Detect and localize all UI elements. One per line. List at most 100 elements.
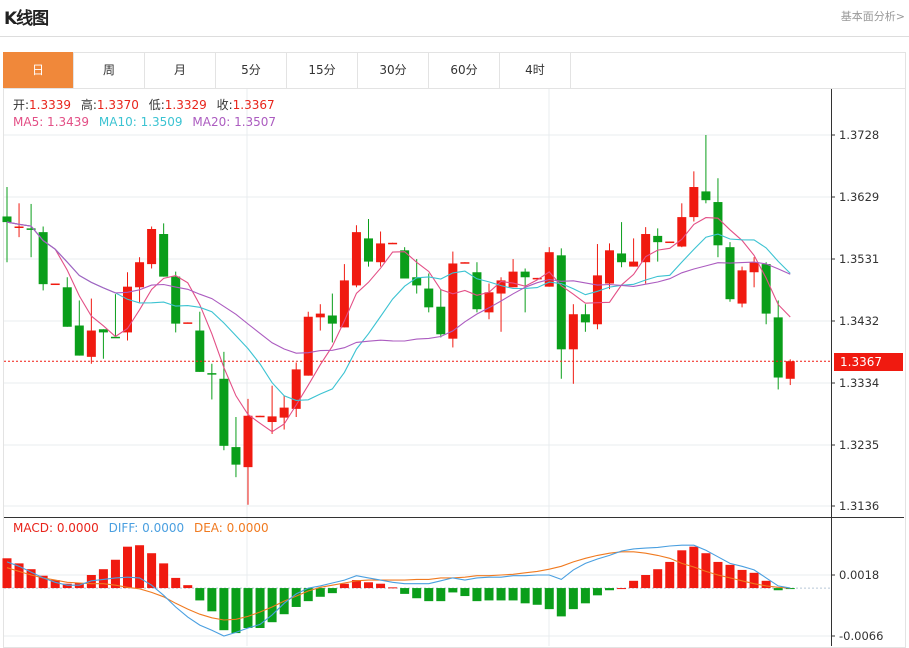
candle-up (388, 242, 398, 245)
macd-bar (219, 588, 229, 631)
ma10-value: MA10: 1.3509 (98, 115, 183, 129)
macd-bar (159, 563, 169, 589)
candle-down (98, 329, 108, 333)
macd-bar (472, 588, 482, 602)
high-label: 高: (80, 98, 97, 112)
ma5-value: MA5: 1.3439 (13, 115, 90, 129)
macd-bar (725, 564, 735, 589)
macd-bar (243, 588, 253, 629)
candle-down (327, 315, 337, 324)
macd-bar (605, 588, 614, 591)
macd-bar (520, 588, 530, 604)
macd-legend: MACD: 0.0000 DIFF: 0.0000 DEA: 0.0000 (13, 521, 275, 535)
macd-bar (183, 585, 193, 589)
candle-up (376, 243, 386, 263)
tab-5min[interactable]: 5分 (216, 52, 287, 88)
candle-down (436, 306, 446, 335)
fundamental-analysis-link[interactable]: 基本面分析> (840, 10, 905, 23)
candle-down (195, 330, 205, 372)
close-label: 收: (216, 98, 233, 112)
macd-bar (412, 588, 422, 599)
ma20-line (6, 221, 791, 354)
tab-30min[interactable]: 30分 (358, 52, 429, 88)
macd-bar (171, 577, 181, 589)
macd-bar (400, 588, 410, 594)
ohlc-legend: 开:1.3339 高:1.3370 低:1.3329 收:1.3367 (13, 96, 281, 113)
macd-bar (303, 588, 313, 602)
macd-bar (580, 588, 590, 604)
candle-down (617, 253, 627, 263)
candle-down (74, 325, 84, 356)
candle-up (291, 369, 301, 409)
macd-value: MACD: 0.0000 (13, 521, 99, 535)
candle-up (315, 313, 325, 318)
macd-bar (2, 558, 12, 589)
candle-down (653, 235, 663, 243)
current-price-label: 1.3367 (834, 353, 903, 371)
macd-bar (123, 546, 132, 589)
candle-down (110, 336, 120, 339)
macd-bar (38, 575, 48, 589)
candle-down (364, 238, 373, 262)
candle-up (785, 361, 795, 379)
candle-down (725, 247, 735, 300)
page-title: K线图 (4, 9, 49, 29)
tab-week[interactable]: 周 (74, 52, 145, 88)
candle-down (773, 317, 783, 378)
macd-tick: -0.0066 (839, 629, 884, 643)
price-tick: 1.3629 (839, 190, 880, 204)
candle-up (544, 252, 554, 287)
open-value: 1.3339 (29, 98, 72, 112)
dea-value: DEA: 0.0000 (193, 521, 269, 535)
candle-up (448, 263, 458, 339)
macd-bar (653, 569, 663, 589)
candle-up (677, 217, 687, 247)
candle-up (641, 234, 651, 263)
tab-day[interactable]: 日 (3, 52, 74, 88)
macd-bar (351, 580, 361, 589)
tab-15min[interactable]: 15分 (287, 52, 358, 88)
candle-down (231, 447, 241, 465)
diff-value: DIFF: 0.0000 (108, 521, 185, 535)
tab-month[interactable]: 月 (145, 52, 216, 88)
macd-bar (26, 569, 36, 589)
candle-up (86, 330, 96, 357)
macd-bar (376, 583, 386, 589)
candle-up (135, 262, 145, 288)
candle-down (472, 272, 482, 310)
candle-up (183, 322, 193, 324)
candle-up (279, 407, 289, 418)
candle-down (761, 264, 771, 314)
candle-down (412, 277, 422, 286)
candle-down (159, 234, 169, 277)
price-tick: 1.3334 (839, 376, 880, 390)
macd-bar (195, 588, 205, 601)
candle-up (568, 314, 578, 350)
macd-bar (255, 588, 265, 629)
candle-up (629, 261, 639, 267)
macd-bar (135, 545, 145, 589)
candle-up (50, 283, 60, 286)
candle-down (424, 288, 434, 308)
macd-bar (147, 553, 157, 589)
candle-up (339, 280, 349, 328)
price-tick: 1.3136 (839, 499, 880, 513)
candle-down (580, 314, 590, 323)
price-tick: 1.3432 (839, 314, 880, 328)
macd-bar (568, 588, 578, 610)
macd-bar (460, 588, 470, 597)
tab-60min[interactable]: 60分 (429, 52, 500, 88)
candle-up (123, 286, 132, 333)
candle-down (207, 373, 217, 375)
tab-4hour[interactable]: 4时 (500, 52, 571, 88)
candle-up (255, 415, 265, 418)
macd-bar (388, 587, 398, 589)
macd-bar (496, 588, 506, 601)
macd-bar (291, 588, 301, 607)
divider (0, 36, 909, 37)
macd-bar (592, 588, 602, 596)
macd-bar (315, 588, 325, 597)
macd-bar (677, 550, 687, 589)
candle-down (556, 255, 566, 350)
